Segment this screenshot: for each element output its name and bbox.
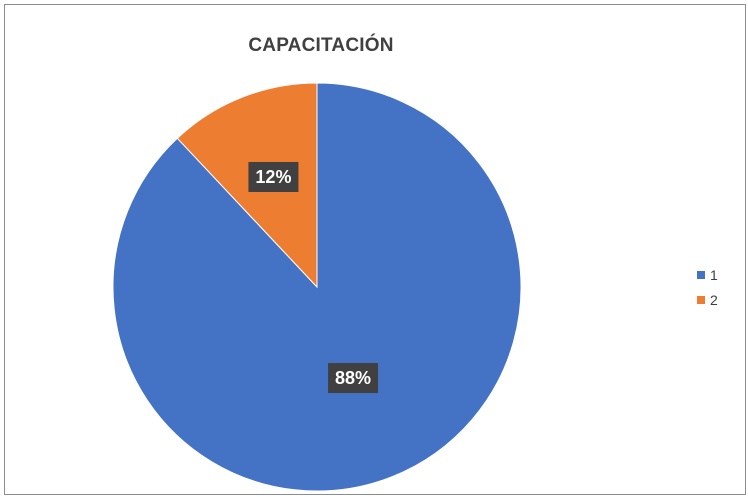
legend-swatch-1 [697, 271, 705, 279]
legend-item-1: 1 [697, 264, 718, 286]
legend-item-2: 2 [697, 289, 718, 311]
data-label-box-1 [328, 363, 379, 394]
legend: 1 2 [697, 264, 718, 314]
pie-slice-2 [176, 82, 318, 289]
data-label-box-2 [248, 161, 299, 192]
chart-title: CAPACITACIÓN [248, 35, 394, 56]
data-label-2: 12% [255, 167, 291, 187]
legend-label-2: 2 [710, 292, 718, 308]
pie-chart: 88% 12% [112, 82, 522, 492]
legend-swatch-2 [697, 296, 705, 304]
chart-area: CAPACITACIÓN 88% 12% 1 2 [4, 4, 746, 495]
legend-label-1: 1 [710, 267, 718, 283]
data-label-1: 88% [335, 368, 371, 388]
